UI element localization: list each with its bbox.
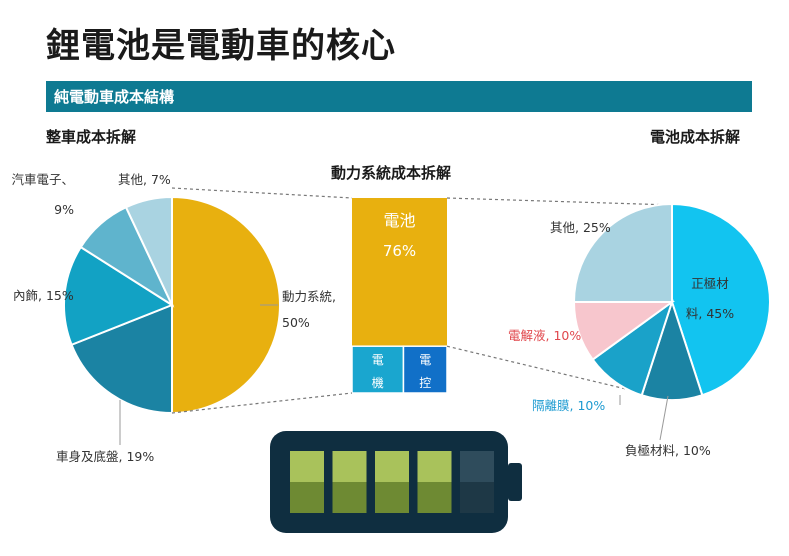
- battery-label-electrolyte: 電解液, 10%: [508, 328, 581, 343]
- battery-label-other: 其他, 25%: [550, 220, 611, 235]
- battery-cell: [375, 451, 409, 482]
- battery-cell-lower: [417, 482, 452, 513]
- bar-segment-battery: [352, 198, 447, 347]
- bar-label-battery: 電池: [383, 211, 415, 230]
- battery-cost-title: 電池成本拆解: [650, 128, 741, 146]
- battery-pie-slice-0: [671, 202, 771, 397]
- bar-segment-motor: [351, 345, 405, 394]
- leader-line: [659, 395, 669, 441]
- battery-cell: [290, 451, 324, 482]
- section-banner: 純電動車成本結構: [46, 81, 752, 112]
- battery-cell-lower: [290, 482, 324, 513]
- battery-label-separator: 隔離膜, 10%: [532, 398, 605, 413]
- connector-vehicle-top: [171, 187, 353, 199]
- battery-cell-lower: [332, 482, 367, 513]
- vehicle-pie-slice-2: [63, 245, 175, 347]
- powertrain-cost-title: 動力系統成本拆解: [331, 164, 452, 182]
- connector-battery-top: [446, 197, 673, 206]
- battery-label-cathode: 正極材料, 45%: [686, 276, 734, 321]
- bar-label-control: 電控 11%: [412, 353, 439, 413]
- page-title: 鋰電池是電動車的核心: [46, 26, 396, 66]
- vehicle-pie-slice-4: [124, 195, 173, 306]
- vehicle-label-other: 其他, 7%: [118, 172, 171, 187]
- bar-value-battery: 76%: [383, 242, 416, 260]
- connector-vehicle-bottom: [171, 392, 353, 414]
- battery-cell-lower: [460, 482, 494, 513]
- vehicle-label-body: 車身及底盤, 19%: [56, 449, 154, 464]
- bar-label-motor: 電機 13%: [364, 353, 391, 413]
- bar-segment-control: [402, 345, 448, 394]
- battery-label-anode: 負極材料, 10%: [625, 443, 711, 458]
- vehicle-label-powertrain: 動力系統, 50%: [282, 289, 336, 330]
- vehicle-pie-slice-1: [70, 303, 173, 415]
- battery-cell: [460, 451, 494, 482]
- battery-cell: [417, 451, 452, 482]
- vehicle-label-interior: 內飾, 15%: [13, 288, 74, 303]
- vehicle-label-electronics: 汽車電子、 9%: [11, 172, 74, 217]
- vehicle-pie-slice-0: [171, 195, 281, 415]
- vehicle-cost-title: 整車成本拆解: [46, 128, 137, 146]
- battery-terminal: [508, 463, 522, 501]
- battery-pie-slice-4: [572, 202, 673, 303]
- banner-label: 純電動車成本結構: [54, 88, 175, 106]
- battery-cell: [332, 451, 367, 482]
- battery-cell-lower: [375, 482, 409, 513]
